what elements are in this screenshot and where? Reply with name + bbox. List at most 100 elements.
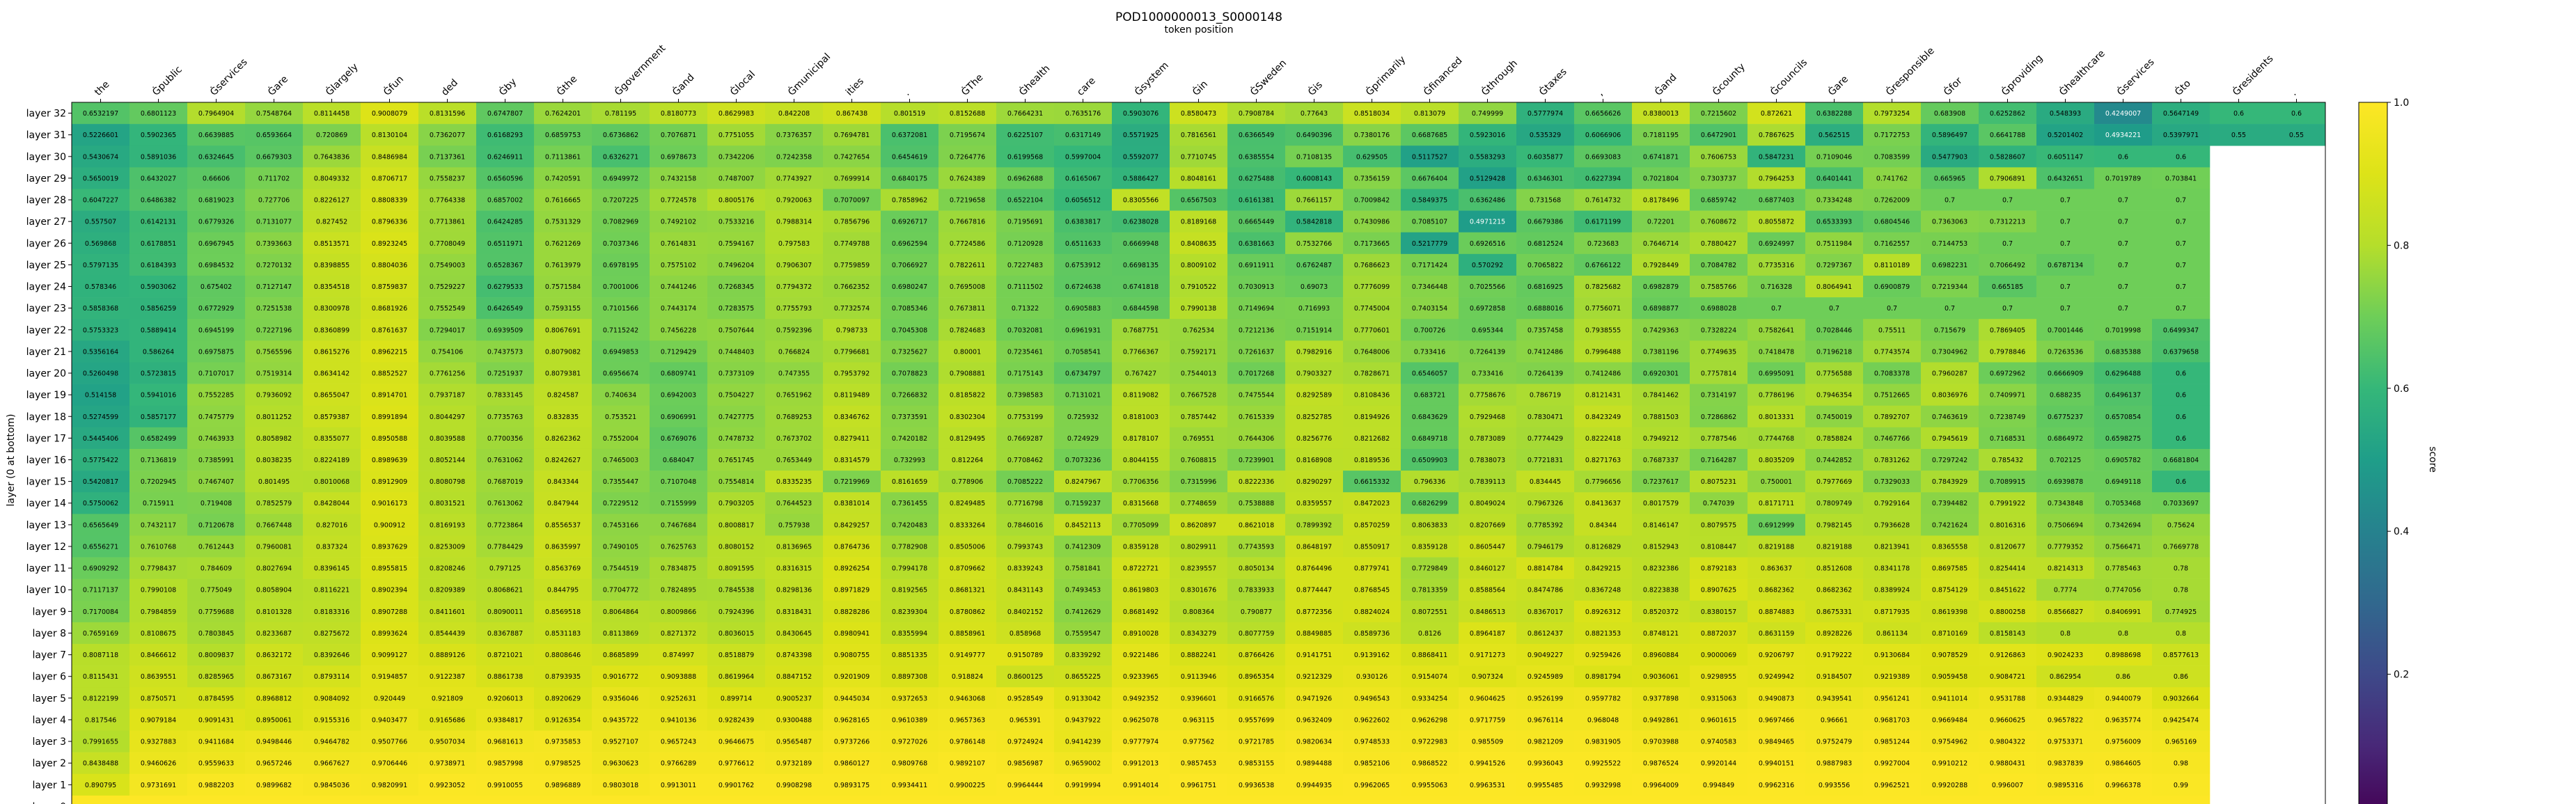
heatmap-cell-value: 0.9908298 xyxy=(776,782,812,789)
heatmap-cell-value: 0.6949118 xyxy=(2105,478,2141,486)
heatmap-cell-value: 0.7155999 xyxy=(661,500,696,507)
heatmap-cell xyxy=(592,362,650,384)
heatmap-cell xyxy=(1459,492,1517,514)
heatmap-cell xyxy=(765,297,824,320)
heatmap-cell xyxy=(1227,600,1286,623)
heatmap-cell xyxy=(1170,297,1228,320)
heatmap-cell xyxy=(1227,253,1286,276)
x-tick-label: Ġservices xyxy=(207,56,250,98)
heatmap-cell-value: 0.8079082 xyxy=(545,348,581,356)
heatmap-cell-value: 0.7667816 xyxy=(950,219,985,226)
heatmap-cell-value: 0.7990138 xyxy=(1181,305,1216,313)
heatmap-cell xyxy=(476,427,535,450)
heatmap-cell-value: 0.8152943 xyxy=(1643,543,1679,551)
heatmap-cell xyxy=(1285,232,1344,255)
heatmap-cell-value: 0.7432117 xyxy=(141,521,176,529)
heatmap-cell xyxy=(1805,448,1864,471)
heatmap-cell xyxy=(1690,253,1748,276)
heatmap-cell xyxy=(1863,297,1922,320)
heatmap-cell-value: 0.8114458 xyxy=(314,110,350,118)
heatmap-cell xyxy=(2152,578,2210,601)
heatmap-cell-value: 0.5886427 xyxy=(1123,175,1159,182)
heatmap-cell xyxy=(303,189,361,211)
heatmap-cell xyxy=(361,687,419,709)
heatmap-cell-value: 0.9384817 xyxy=(487,716,523,724)
heatmap-cell xyxy=(1227,471,1286,493)
heatmap-cell xyxy=(187,362,246,384)
heatmap-cell-value: 0.7716798 xyxy=(1007,500,1043,507)
heatmap-cell xyxy=(2094,665,2153,688)
heatmap-cell xyxy=(1401,340,1459,363)
heatmap-cell-value: 0.5857177 xyxy=(141,413,176,421)
heatmap-cell-value: 0.6734797 xyxy=(1065,370,1101,378)
heatmap-cell xyxy=(534,297,592,320)
heatmap-cell-value: 0.6 xyxy=(2176,478,2186,486)
heatmap-cell xyxy=(1748,253,1806,276)
heatmap-cell xyxy=(996,232,1055,255)
heatmap-cell-value: 0.8016316 xyxy=(1990,521,2025,529)
heatmap-cell-value: 0.6161381 xyxy=(1239,197,1274,205)
heatmap-cell xyxy=(938,448,997,471)
x-tick-label: . xyxy=(902,88,911,97)
heatmap-cell-value: 0.8914701 xyxy=(372,392,407,400)
heatmap-cell-value: 1.0000005 xyxy=(1527,803,1563,804)
heatmap-cell xyxy=(245,709,304,731)
heatmap-cell-value: 0.7549003 xyxy=(430,262,465,269)
heatmap-cell xyxy=(187,384,246,406)
heatmap-cell-value: 1.0000004 xyxy=(1181,803,1216,804)
heatmap-cell-value: 0.7262009 xyxy=(1874,197,1910,205)
heatmap-cell-value: 0.8256776 xyxy=(1296,435,1332,443)
heatmap-cell-value: 0.8335235 xyxy=(776,478,812,486)
heatmap-cell xyxy=(1054,232,1113,255)
heatmap-cell xyxy=(1516,557,1575,579)
heatmap-cell xyxy=(2036,644,2095,666)
heatmap-cell-value: 0.6639885 xyxy=(198,132,234,139)
heatmap-cell xyxy=(1632,600,1690,623)
heatmap-cell-value: 0.9766289 xyxy=(661,760,696,768)
heatmap-cell xyxy=(1979,297,2037,320)
heatmap-cell xyxy=(707,773,766,796)
heatmap-cell xyxy=(534,730,592,752)
heatmap-cell xyxy=(1170,210,1228,233)
heatmap-cell-value: 0.711702 xyxy=(258,175,290,182)
heatmap-cell xyxy=(534,319,592,341)
heatmap-cell xyxy=(1632,687,1690,709)
heatmap-cell xyxy=(1401,687,1459,709)
x-tick-label: Ġsystem xyxy=(1132,59,1171,98)
heatmap-cell xyxy=(2152,622,2210,645)
heatmap-cell-value: 0.7195691 xyxy=(1007,219,1043,226)
heatmap-cell xyxy=(245,124,304,146)
heatmap-cell-value: 0.8824024 xyxy=(1354,608,1390,616)
heatmap-cell xyxy=(1805,557,1864,579)
heatmap-cell-value: 1.0000006 xyxy=(83,803,118,804)
heatmap-cell xyxy=(303,210,361,233)
heatmap-cell xyxy=(1285,102,1344,125)
heatmap-cell xyxy=(72,145,130,168)
heatmap-cell xyxy=(707,622,766,645)
heatmap-cell xyxy=(1112,167,1170,189)
heatmap-cell xyxy=(823,253,881,276)
heatmap-cell xyxy=(2036,600,2095,623)
heatmap-cell xyxy=(1632,384,1690,406)
heatmap-cell-value: 0.8991894 xyxy=(372,413,407,421)
heatmap-cell xyxy=(1632,795,1690,804)
heatmap-cell-value: 0.6008143 xyxy=(1296,175,1332,182)
heatmap-cell xyxy=(1748,471,1806,493)
heatmap-cell-value: 0.5592077 xyxy=(1123,153,1159,161)
y-tick-label: layer 25 xyxy=(26,260,66,271)
heatmap-cell-value: 0.9932998 xyxy=(1585,782,1621,789)
heatmap-cell xyxy=(707,297,766,320)
heatmap-cell xyxy=(72,709,130,731)
y-tick-label: layer 31 xyxy=(26,130,66,141)
heatmap-cell-value: 0.6804546 xyxy=(1874,219,1910,226)
heatmap-cell xyxy=(823,773,881,796)
heatmap-cell xyxy=(418,492,477,514)
heatmap-cell xyxy=(72,319,130,341)
heatmap-cell-value: 0.7 xyxy=(2118,197,2128,205)
heatmap-cell-value: 0.8209389 xyxy=(430,587,465,594)
heatmap-cell xyxy=(418,340,477,363)
heatmap-cell xyxy=(72,167,130,189)
heatmap-cell xyxy=(1112,253,1170,276)
heatmap-cell xyxy=(1805,253,1864,276)
heatmap-cell-value: 1.0000002 xyxy=(372,803,407,804)
